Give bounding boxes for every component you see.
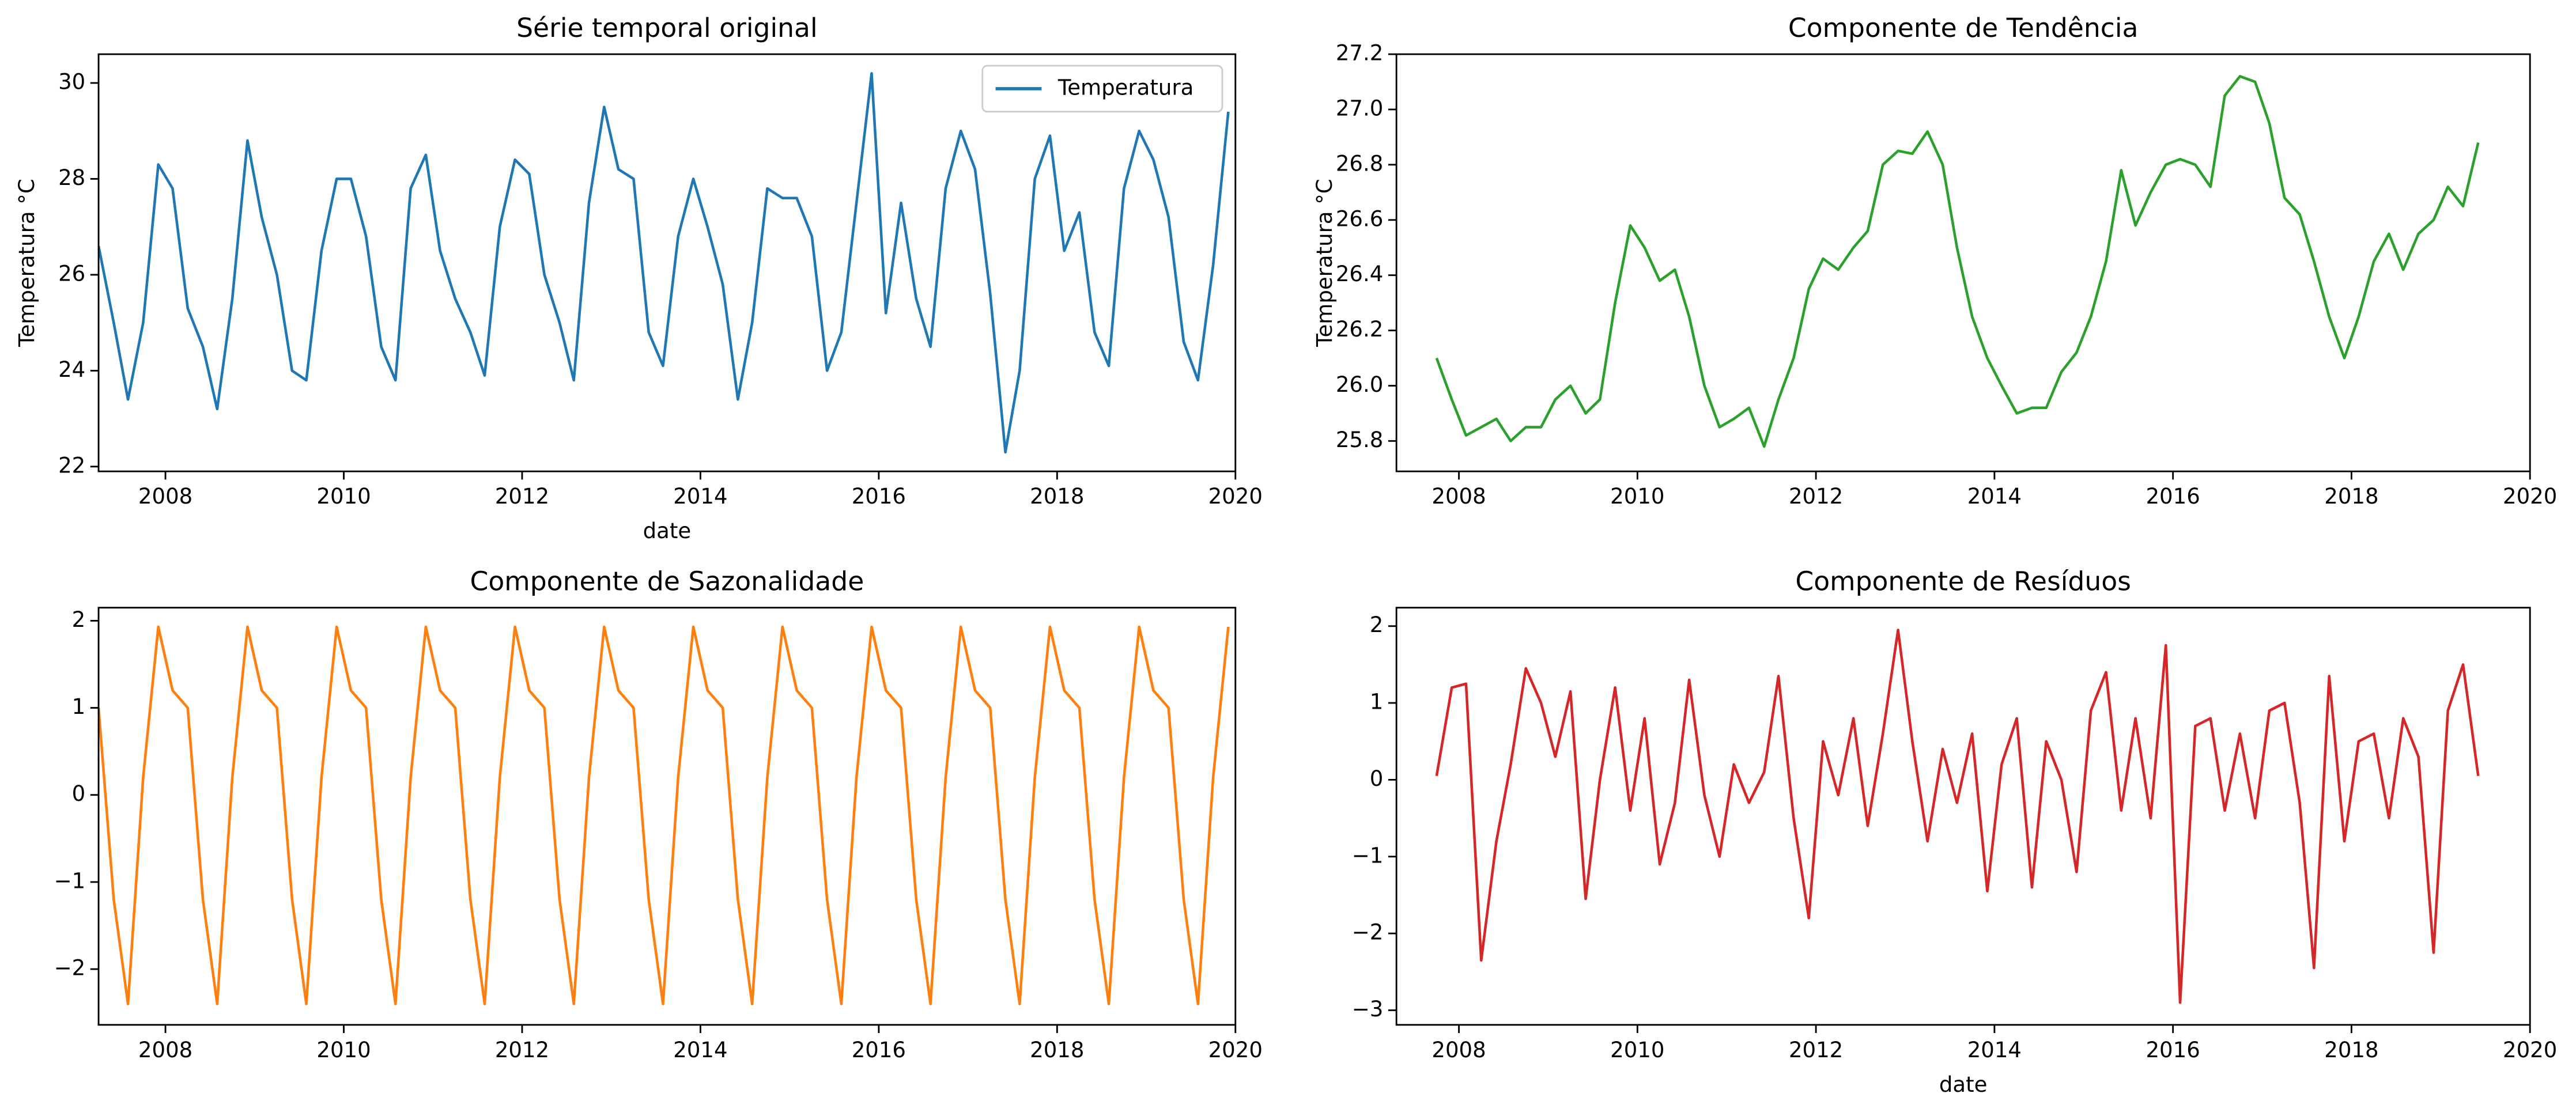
data-line	[1435, 75, 2480, 448]
axes-frame	[97, 53, 1237, 472]
y-tick-label: 26.8	[1336, 151, 1384, 176]
x-tick-label: 2008	[138, 484, 192, 509]
x-axis-label: date	[1939, 1072, 1988, 1097]
x-tick-label: 2020	[2503, 1038, 2557, 1062]
y-tick-label: 26.4	[1336, 262, 1384, 286]
y-tick-label: 2	[1370, 612, 1384, 637]
x-tick-label: 2020	[1208, 484, 1263, 509]
y-tick-label: 26.6	[1336, 206, 1384, 231]
y-tick-label: 27.2	[1336, 41, 1384, 66]
x-tick-label: 2008	[1431, 1038, 1486, 1062]
axes-frame	[1395, 607, 2531, 1026]
x-tick-label: 2012	[1789, 1038, 1843, 1062]
legend-label: Temperatura	[1057, 75, 1193, 100]
x-tick-label: 2010	[1610, 484, 1664, 509]
x-tick-label: 2016	[852, 484, 906, 509]
x-tick-label: 2014	[1967, 1038, 2022, 1062]
y-axis-label: Temperatura °C	[1312, 179, 1337, 347]
x-tick-label: 2014	[1967, 484, 2022, 509]
y-tick-label: 30	[58, 70, 85, 94]
data-line	[1435, 629, 2480, 1004]
y-tick-label: −3	[1352, 997, 1384, 1022]
y-tick-label: −2	[54, 956, 86, 981]
chart-title: Componente de Resíduos	[1795, 566, 2131, 596]
data-line	[99, 625, 1230, 1005]
axes-frame	[1395, 53, 2531, 472]
y-tick-label: 1	[1370, 690, 1384, 714]
y-tick-label: 26.2	[1336, 317, 1384, 342]
x-tick-label: 2010	[1610, 1038, 1664, 1062]
y-tick-label: 0	[1370, 766, 1384, 791]
x-tick-label: 2016	[2146, 484, 2200, 509]
y-tick-label: 26	[58, 261, 85, 286]
chart-title: Componente de Tendência	[1788, 13, 2139, 43]
legend-box	[981, 65, 1223, 113]
axes-frame	[97, 607, 1237, 1026]
x-tick-label: 2020	[2503, 484, 2557, 509]
chart-title: Componente de Sazonalidade	[470, 566, 864, 596]
y-tick-label: 0	[72, 781, 86, 806]
x-tick-label: 2010	[316, 484, 371, 509]
x-tick-label: 2008	[138, 1038, 192, 1062]
y-axis-label: Temperatura °C	[14, 179, 39, 347]
x-tick-label: 2012	[1789, 484, 1843, 509]
x-tick-label: 2020	[1208, 1038, 1263, 1062]
y-tick-label: 28	[58, 165, 85, 190]
x-tick-label: 2016	[852, 1038, 906, 1062]
y-tick-label: 22	[58, 453, 85, 478]
chart-title: Série temporal original	[516, 13, 818, 43]
x-tick-label: 2018	[1030, 1038, 1084, 1062]
y-tick-label: 1	[72, 694, 86, 719]
x-tick-label: 2012	[495, 484, 549, 509]
x-tick-label: 2014	[673, 484, 727, 509]
y-tick-label: 25.8	[1336, 428, 1384, 452]
x-tick-label: 2018	[1030, 484, 1084, 509]
y-tick-label: 2	[72, 607, 86, 632]
x-tick-label: 2008	[1431, 484, 1486, 509]
x-tick-label: 2014	[673, 1038, 727, 1062]
data-line	[99, 72, 1230, 454]
x-tick-label: 2010	[316, 1038, 371, 1062]
y-tick-label: −2	[1352, 920, 1384, 945]
y-tick-label: 27.0	[1336, 96, 1384, 120]
y-tick-label: 26.0	[1336, 372, 1384, 397]
x-tick-label: 2018	[2324, 1038, 2378, 1062]
x-axis-label: date	[643, 519, 692, 543]
y-tick-label: −1	[1352, 843, 1384, 868]
x-tick-label: 2016	[2146, 1038, 2200, 1062]
y-tick-label: 24	[58, 357, 85, 382]
x-tick-label: 2012	[495, 1038, 549, 1062]
x-tick-label: 2018	[2324, 484, 2378, 509]
y-tick-label: −1	[54, 868, 86, 893]
